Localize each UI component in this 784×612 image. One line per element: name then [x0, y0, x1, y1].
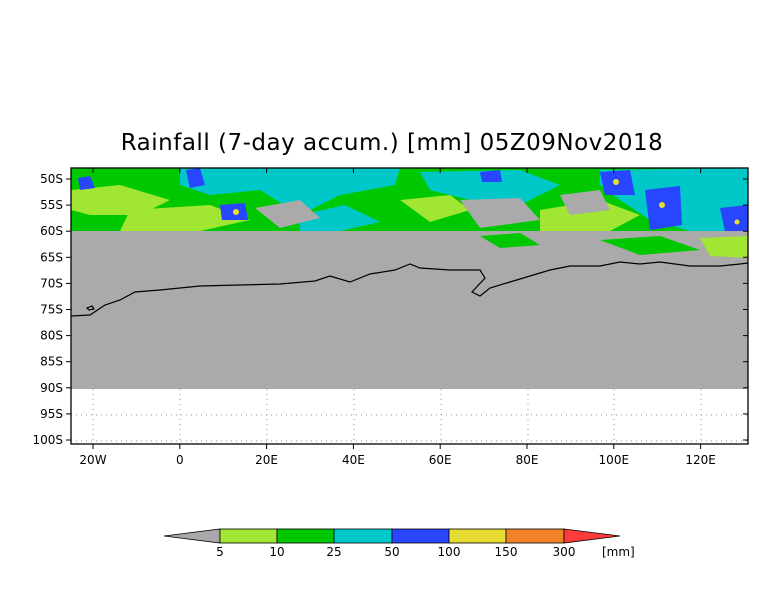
lat-label: 80S: [40, 329, 63, 343]
lon-label: 120E: [685, 453, 716, 467]
lat-label: 75S: [40, 303, 63, 317]
lat-label: 90S: [40, 381, 63, 395]
legend-units: [mm]: [602, 545, 635, 559]
legend-tick-label: 25: [326, 545, 341, 559]
lat-label: 70S: [40, 276, 63, 290]
legend-25-50: [333, 528, 393, 544]
legend-5-10: [219, 528, 278, 544]
legend-above-300: [563, 528, 621, 544]
lon-label: 60E: [429, 453, 452, 467]
grid-lines: [71, 389, 748, 444]
lat-label: 65S: [40, 250, 63, 264]
map-title: Rainfall (7-day accum.) [mm] 05Z09Nov201…: [120, 130, 664, 156]
lon-axis: 20W 0 20E 40E 60E 80E 100E 120E: [79, 168, 716, 467]
lat-label: 55S: [40, 198, 63, 212]
legend-below-5: [163, 528, 221, 544]
lon-label: 20E: [255, 453, 278, 467]
legend-tick-label: 50: [384, 545, 399, 559]
legend-10-25: [276, 528, 335, 544]
lat-label: 95S: [40, 407, 63, 421]
lat-label: 85S: [40, 355, 63, 369]
lon-label: 80E: [516, 453, 539, 467]
lat-label: 100S: [32, 433, 63, 447]
lat-label: 50S: [40, 172, 63, 186]
legend-tick-label: 300: [553, 545, 576, 559]
lon-label: 100E: [599, 453, 630, 467]
lat-label: 60S: [40, 224, 63, 238]
rainfall-field: [71, 168, 748, 258]
coastline-island: [85, 305, 95, 311]
legend-tick-label: 5: [216, 545, 224, 559]
lon-label: 20W: [79, 453, 106, 467]
lon-label: 0: [176, 453, 184, 467]
color-legend: 5 10 25 50 100 150 300 [mm]: [163, 528, 635, 559]
coastline: [70, 261, 749, 317]
legend-100-150: [448, 528, 507, 544]
map-frame: [70, 167, 749, 445]
lon-label: 40E: [342, 453, 365, 467]
legend-150-300: [505, 528, 565, 544]
legend-tick-label: 150: [495, 545, 518, 559]
legend-tick-label: 10: [269, 545, 284, 559]
legend-tick-label: 100: [438, 545, 461, 559]
legend-50-100: [391, 528, 450, 544]
lat-axis: 50S 55S 60S 65S 70S 75S 80S 85S 90S 95S 100S: [32, 172, 748, 447]
